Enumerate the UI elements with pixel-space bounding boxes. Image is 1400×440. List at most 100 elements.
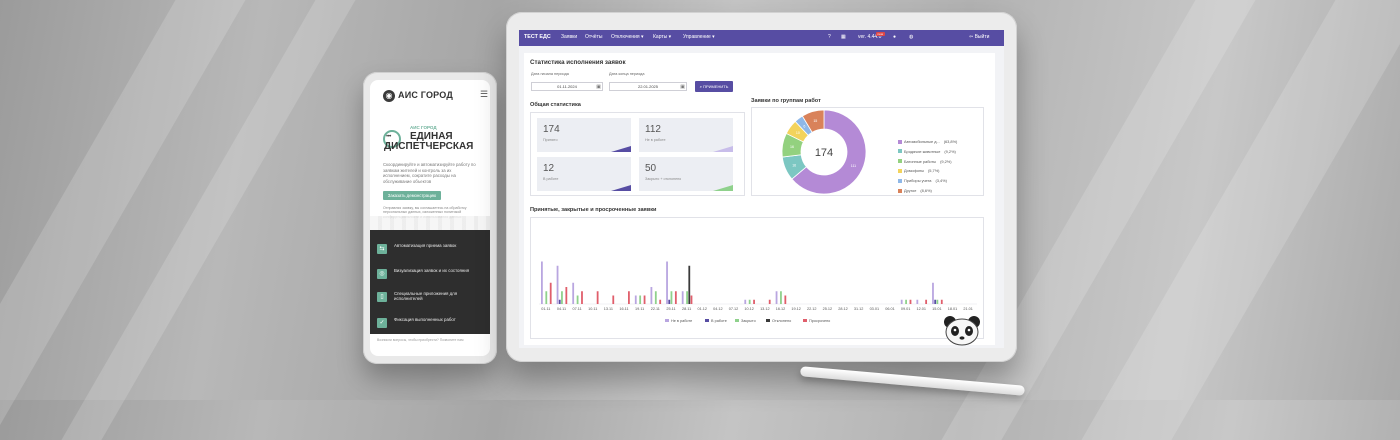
search-icon: ⌕ bbox=[699, 84, 702, 89]
bar[interactable] bbox=[634, 295, 637, 305]
menu-icon[interactable]: ☰ bbox=[480, 89, 489, 99]
bar[interactable] bbox=[916, 299, 919, 304]
stat-card-in-work[interactable]: 12 В работе bbox=[537, 157, 631, 191]
bar[interactable] bbox=[688, 265, 691, 304]
stat-accent bbox=[611, 146, 631, 152]
bar[interactable] bbox=[784, 295, 787, 305]
nav-item-reports[interactable]: Отчёты bbox=[585, 34, 603, 40]
bar-legend-item[interactable]: Отклонено bbox=[766, 319, 791, 323]
logout-link[interactable]: ⇦ Выйти bbox=[969, 34, 989, 40]
bar[interactable] bbox=[541, 261, 543, 305]
bar[interactable] bbox=[686, 291, 688, 304]
end-date-input[interactable]: 22.01.2025 ▣ bbox=[609, 82, 687, 91]
bar[interactable] bbox=[556, 265, 559, 304]
bar[interactable] bbox=[909, 299, 912, 304]
legend-label: Не в работе bbox=[671, 319, 693, 323]
bar[interactable] bbox=[666, 261, 668, 305]
legend-percent: (5,7%) bbox=[928, 168, 940, 174]
bar[interactable] bbox=[581, 291, 583, 304]
pie-slice[interactable] bbox=[791, 109, 867, 195]
bar[interactable] bbox=[690, 295, 693, 305]
bar-legend-item[interactable]: В работе bbox=[705, 319, 727, 323]
hero-title-line2: ДИСПЕТЧЕРСКАЯ bbox=[384, 141, 474, 152]
bar[interactable] bbox=[905, 299, 907, 304]
bar[interactable] bbox=[650, 287, 653, 304]
bar[interactable] bbox=[596, 291, 599, 304]
bar[interactable] bbox=[654, 291, 657, 304]
pie-legend-item[interactable]: Домофоны (5,7%) bbox=[898, 168, 939, 174]
bar[interactable] bbox=[900, 299, 903, 304]
bars-chart: 01.11 04.11 07.11 10.11 13.11 16.11 19.11 22.11… bbox=[539, 261, 977, 311]
bar[interactable] bbox=[674, 291, 677, 304]
nav-brand[interactable]: ТЕСТ ЕДС bbox=[524, 33, 551, 40]
bar[interactable] bbox=[775, 291, 778, 304]
bar[interactable] bbox=[748, 299, 751, 304]
bar[interactable] bbox=[545, 291, 548, 304]
notification-icon[interactable]: ● bbox=[893, 34, 897, 40]
bar-legend-item[interactable]: Закрыто bbox=[735, 319, 756, 323]
pie-legend-item[interactable]: Другое (8,6%) bbox=[898, 188, 932, 194]
bar[interactable] bbox=[565, 287, 568, 304]
legend-swatch bbox=[898, 139, 902, 144]
pie-legend-item[interactable]: Автомобильные д... (63,8%) bbox=[898, 139, 957, 145]
x-tick-label: 28.11 bbox=[682, 307, 691, 311]
stat-accent bbox=[611, 185, 631, 191]
pie-slice[interactable] bbox=[801, 109, 825, 133]
start-date-value: 01.11.2024 bbox=[557, 84, 577, 89]
bar[interactable] bbox=[576, 295, 579, 305]
feature-label: Визуализация заявок и их состояния bbox=[394, 268, 470, 273]
bar[interactable] bbox=[681, 291, 684, 304]
bar[interactable] bbox=[572, 282, 575, 304]
stat-card-closed[interactable]: 50 Закрыто + отклонено bbox=[639, 157, 733, 191]
nav-item-management[interactable]: Управление ▾ bbox=[683, 34, 715, 40]
bar[interactable] bbox=[932, 282, 934, 304]
pie-legend-item[interactable]: Приборы учета (3,4%) bbox=[898, 178, 947, 184]
bar[interactable] bbox=[643, 295, 646, 305]
x-tick-label: 13.11 bbox=[604, 307, 613, 311]
bar[interactable] bbox=[668, 299, 671, 304]
bar[interactable] bbox=[925, 299, 928, 304]
bar[interactable] bbox=[936, 299, 939, 304]
pie-legend-item[interactable]: Батонные работы (9,2%) bbox=[898, 159, 952, 165]
bar[interactable] bbox=[768, 299, 771, 304]
features-panel: ⇆ Автоматизация приема заявок ◎ Визуализ… bbox=[370, 230, 490, 334]
bar[interactable] bbox=[628, 291, 630, 304]
help-icon[interactable]: ? bbox=[828, 34, 831, 40]
stat-card-not-in-work[interactable]: 112 Не в работе bbox=[639, 118, 733, 152]
bar[interactable] bbox=[940, 299, 943, 304]
calendar-icon[interactable]: ▣ bbox=[680, 84, 685, 90]
bar[interactable] bbox=[659, 299, 662, 304]
legend-label: Батонные работы bbox=[904, 158, 937, 164]
user-icon[interactable]: ◍ bbox=[909, 34, 914, 40]
phone-logo[interactable]: АИС ГОРОД bbox=[398, 90, 453, 100]
bar[interactable] bbox=[561, 291, 563, 304]
nav-item-maps[interactable]: Карты ▾ bbox=[653, 34, 672, 40]
bar[interactable] bbox=[780, 291, 782, 304]
legend-label: Отклонено bbox=[772, 319, 792, 323]
calendar-icon[interactable]: ▣ bbox=[596, 84, 601, 90]
bar[interactable] bbox=[639, 295, 642, 305]
bar[interactable] bbox=[670, 291, 673, 304]
demo-button[interactable]: Заказать демонстрацию bbox=[383, 191, 441, 200]
pie-legend-item[interactable]: Бродячие животные (9,2%) bbox=[898, 149, 956, 155]
x-tick-label: 04.11 bbox=[557, 307, 566, 311]
bar[interactable] bbox=[744, 299, 747, 304]
bar[interactable] bbox=[753, 299, 755, 304]
bar[interactable] bbox=[558, 299, 561, 304]
stat-card-accepted[interactable]: 174 Принято bbox=[537, 118, 631, 152]
bar[interactable] bbox=[549, 282, 552, 304]
grid-icon[interactable]: ▦ bbox=[841, 34, 846, 40]
bar-legend-item[interactable]: Не в работе bbox=[665, 319, 692, 323]
logo-icon: ◉ bbox=[383, 90, 395, 102]
bar-legend-item[interactable]: Просрочено bbox=[803, 319, 830, 323]
x-tick-label: 01.12 bbox=[697, 307, 707, 311]
bar[interactable] bbox=[934, 299, 937, 304]
phone-header: ◉ АИС ГОРОД ☰ bbox=[370, 80, 490, 114]
hero-description: Скоординируйте и автоматизируйте работу … bbox=[383, 162, 476, 184]
start-date-input[interactable]: 01.11.2024 ▣ bbox=[531, 82, 603, 91]
tablet-device: ТЕСТ ЕДС Заявки Отчёты Отключения ▾ Карт… bbox=[506, 12, 1017, 362]
bar[interactable] bbox=[612, 295, 615, 305]
nav-item-outages[interactable]: Отключения ▾ bbox=[611, 34, 644, 40]
apply-button[interactable]: ⌕ ПРИМЕНИТЬ bbox=[695, 81, 733, 92]
nav-item-requests[interactable]: Заявки bbox=[561, 34, 578, 40]
